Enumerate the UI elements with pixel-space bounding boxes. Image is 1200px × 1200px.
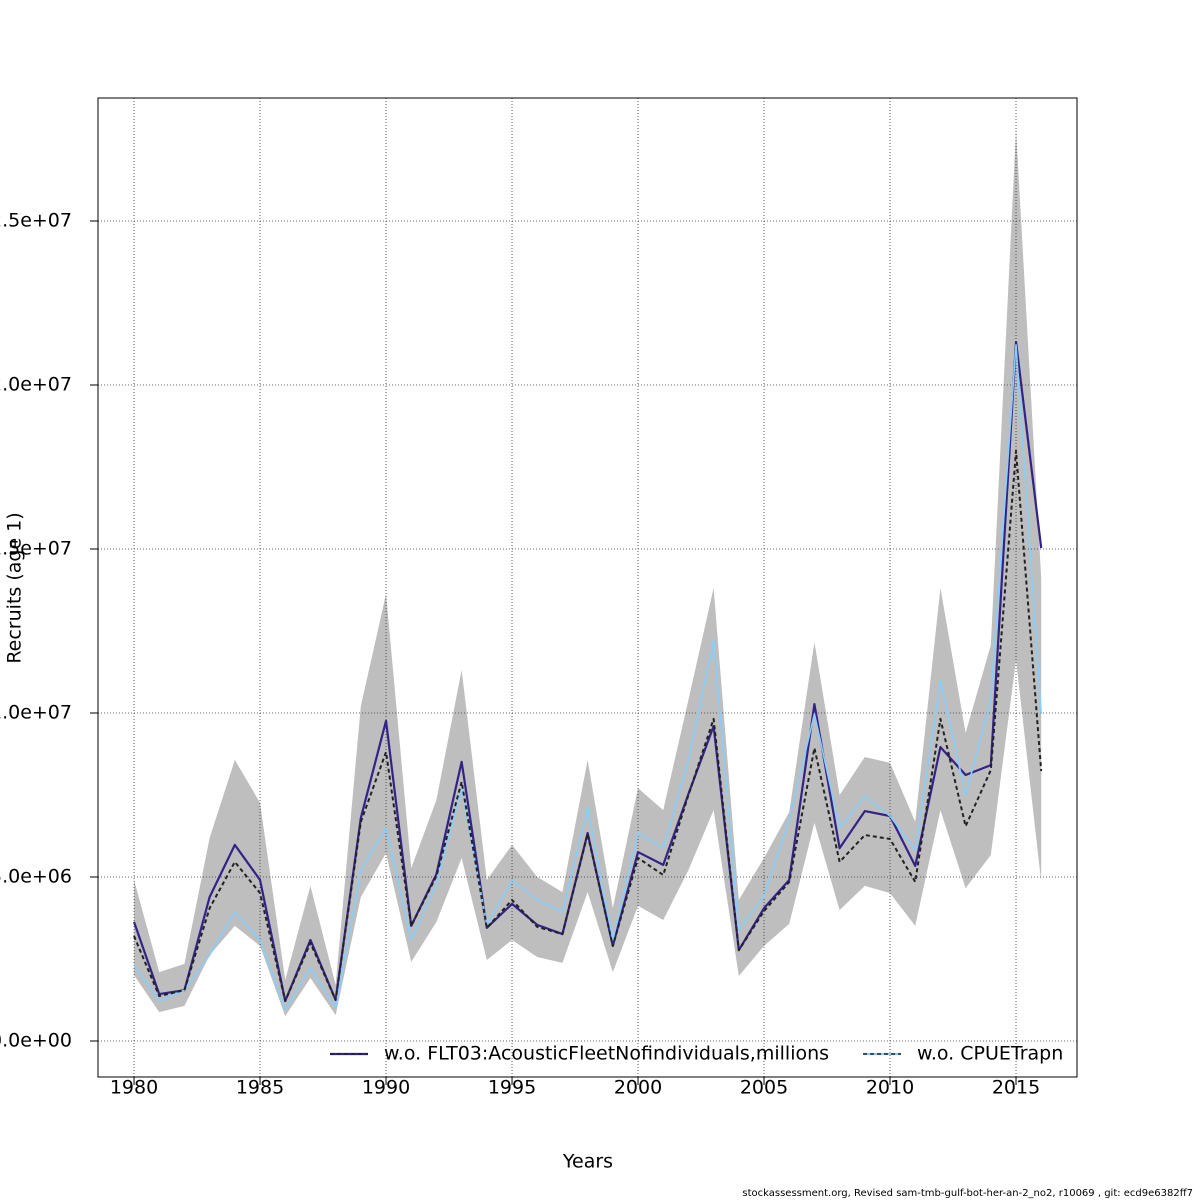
x-tick-label: 2010 — [866, 1077, 914, 1099]
legend: w.o. FLT03:AcousticFleetNofindividuals,m… — [330, 1043, 1063, 1065]
footer: stockassessment.org, Revised sam-tmb-gul… — [742, 1188, 1193, 1199]
y-tick-label: 1.0e+07 — [0, 701, 72, 723]
x-axis-title: Years — [562, 1151, 613, 1173]
x-tick-label: 1980 — [110, 1077, 158, 1099]
x-tick-label: 2015 — [992, 1077, 1040, 1099]
y-tick-label: 2.0e+07 — [0, 373, 72, 395]
series-line — [133, 449, 1043, 1002]
x-tick-label: 1985 — [236, 1077, 284, 1099]
y-tick-label: 5.0e+06 — [0, 865, 72, 887]
y-tick-label: 1.5e+07 — [0, 537, 72, 559]
x-tick-label: 2000 — [614, 1077, 662, 1099]
y-tick-label: 0.0e+00 — [0, 1029, 72, 1051]
y-axis-title: Recruits (age 1) — [4, 512, 26, 663]
confidence-band — [134, 130, 1042, 1017]
plot-frame — [97, 97, 1078, 1078]
x-tick-label: 2005 — [740, 1077, 788, 1099]
legend-label: w.o. CPUETrapn — [917, 1043, 1063, 1065]
y-tick-label: 2.5e+07 — [0, 209, 72, 231]
x-tick-label: 1995 — [488, 1077, 536, 1099]
series-line — [133, 344, 1043, 1011]
legend-label: w.o. FLT03:AcousticFleetNofindividuals,m… — [384, 1043, 829, 1065]
plot-area — [98, 98, 1077, 1077]
x-tick-label: 1990 — [362, 1077, 410, 1099]
